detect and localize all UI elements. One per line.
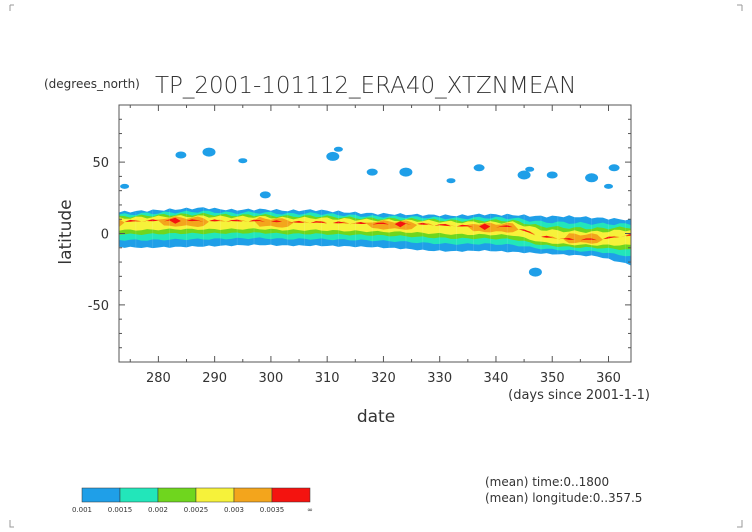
heatmap-patch [525,166,535,172]
colorbar-label: ∞ [307,506,313,514]
heatmap-patch [399,167,413,177]
x-tick-label: 330 [427,371,452,386]
heatmap-field [119,146,631,277]
colorbar-label: 0.002 [148,506,168,514]
heatmap-level-5 [119,216,631,244]
note-time-mean: (mean) time:0..1800 [485,475,609,489]
y-tick-label: -50 [88,299,109,314]
corner-mark-top-left [9,4,14,11]
heatmap-patch [528,267,542,277]
heatmap-patch [446,178,456,184]
heatmap-patch [238,158,248,164]
heatmap-patch [604,183,613,189]
heatmap-patch [546,171,558,179]
colorbar: 0.001 0.0015 0.002 0.0025 0.003 0.0035 ∞ [72,487,313,514]
heatmap-level-4 [119,215,631,246]
x-tick-label: 340 [484,371,509,386]
colorbar-swatch [233,487,273,503]
x-axis-units-note: (days since 2001-1-1) [508,388,650,403]
y-axis: 50 0 -50 [88,118,631,349]
x-axis-label: date [357,407,395,427]
colorbar-label: 0.003 [224,506,244,514]
colorbar-label: 0.0015 [108,506,133,514]
plot-area: 280 290 300 310 320 330 340 350 360 50 0 -50 [88,104,632,386]
heatmap-level-6 [119,217,631,241]
heatmap-patch [366,168,378,176]
colorbar-label: 0.001 [72,506,92,514]
heatmap-patch [120,183,130,189]
colorbar-label: 0.0025 [184,506,209,514]
heatmap-patch [259,191,271,199]
heatmap-patch [608,164,620,172]
colorbar-swatch [157,487,197,503]
colorbar-swatch [81,487,121,503]
heatmap-patch [175,151,187,159]
heatmap-patch [585,173,599,183]
x-tick-label: 360 [596,371,621,386]
heatmap-patch [333,146,343,152]
heatmap-patch [517,170,531,180]
y-tick-label: 0 [101,228,109,243]
chart-title: TP_2001-101112_ERA40_XTZNMEAN [155,73,576,99]
y-axis-label: latitude [56,199,76,264]
corner-mark-bottom-left [9,520,14,528]
x-tick-label: 350 [540,371,565,386]
units-label: (degrees_north) [44,77,140,91]
y-tick-label: 50 [92,156,109,171]
colorbar-swatch [195,487,235,503]
x-tick-label: 290 [202,371,227,386]
x-tick-label: 320 [371,371,396,386]
corner-mark-bottom-right [737,520,743,528]
colorbar-label: 0.0035 [260,506,285,514]
x-tick-label: 310 [315,371,340,386]
heatmap-patch [326,151,340,161]
x-tick-label: 300 [258,371,283,386]
corner-mark-top-right [737,4,743,11]
colorbar-swatch [271,487,311,503]
colorbar-swatch [119,487,159,503]
x-tick-label: 280 [146,371,171,386]
note-longitude-mean: (mean) longitude:0..357.5 [485,491,642,505]
heatmap-patch [202,147,216,157]
heatmap-patch [473,164,485,172]
x-axis: 280 290 300 310 320 330 340 350 360 [129,105,621,386]
